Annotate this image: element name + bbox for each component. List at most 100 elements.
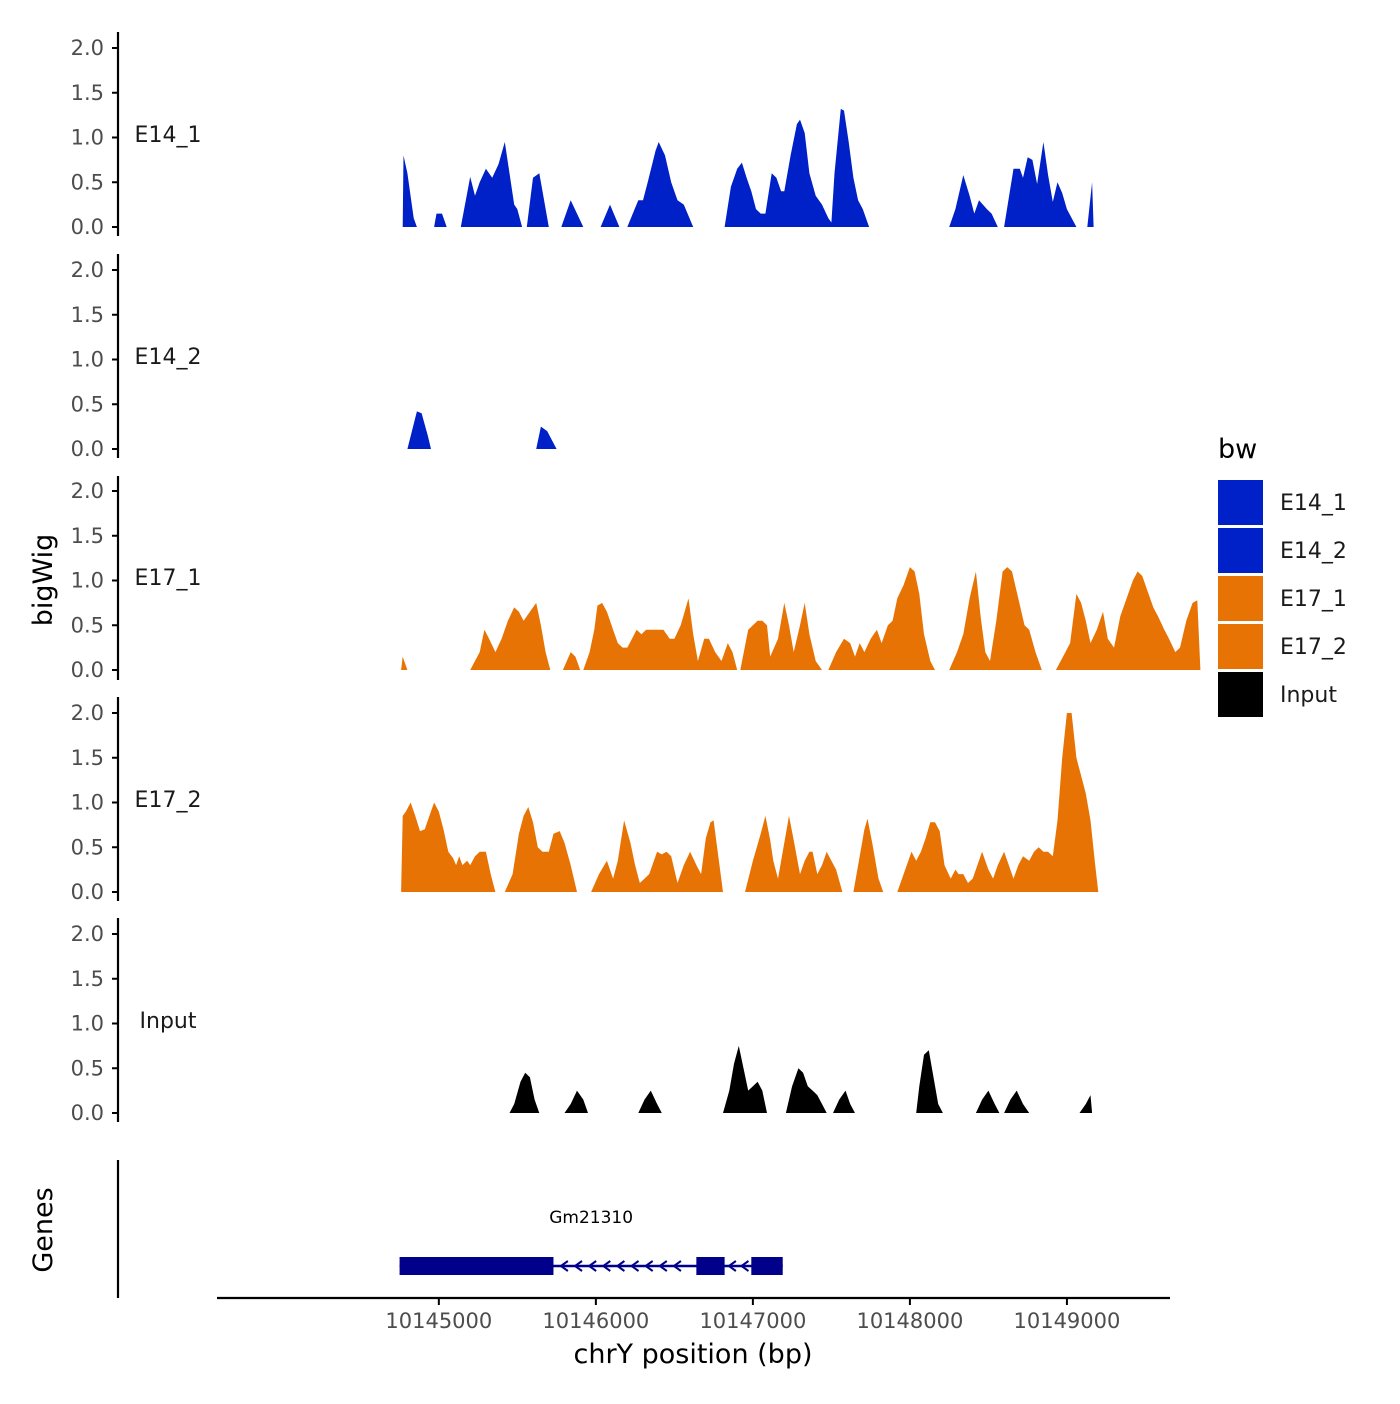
y-tick-label: 0.5: [71, 170, 104, 194]
legend-swatch: [1218, 576, 1263, 621]
signal-area: [916, 1050, 943, 1113]
legend-swatch: [1218, 672, 1263, 717]
signal-area: [460, 142, 549, 227]
gene-Gm21310: Gm21310: [399, 1208, 783, 1275]
track-E17_1: 0.0 0.5 1.0 1.5 2.0 E17_1: [71, 476, 1201, 682]
signal-area: [638, 1090, 662, 1113]
y-tick-label: 1.5: [71, 524, 104, 548]
track-Input: 0.0 0.5 1.0 1.5 2.0 Input: [71, 918, 1093, 1125]
signal-area: [1055, 571, 1201, 670]
legend-label: E14_2: [1280, 539, 1347, 564]
legend-label: E14_1: [1280, 491, 1347, 516]
track-E14_2: 0.0 0.5 1.0 1.5 2.0 E14_2: [71, 254, 557, 461]
y-tick-label: 2.0: [71, 36, 104, 60]
track-label: Input: [140, 1009, 197, 1034]
strand-arrow: [587, 1260, 597, 1272]
x-axis-title: chrY position (bp): [573, 1339, 812, 1370]
y-tick-label: 2.0: [71, 701, 104, 725]
y-tick-label: 1.0: [71, 348, 104, 372]
x-tick-label: 10148000: [856, 1309, 963, 1333]
strand-arrow: [672, 1260, 682, 1272]
gene-exon: [696, 1257, 725, 1275]
y-tick-label: 0.5: [71, 613, 104, 637]
signal-area: [999, 142, 1077, 227]
legend: bw E14_1 E14_2 E17_1 E17_2 Input: [1218, 434, 1347, 717]
y-tick-label: 0.5: [71, 1056, 104, 1080]
signal-area: [785, 1068, 827, 1113]
track-E17_2: 0.0 0.5 1.0 1.5 2.0 E17_2: [71, 697, 1099, 904]
signal-area: [828, 567, 935, 670]
legend-label: E17_2: [1280, 635, 1347, 660]
track-E14_1: 0.0 0.5 1.0 1.5 2.0 E14_1: [71, 32, 1094, 239]
signal-area: [745, 815, 843, 892]
signal-area: [591, 820, 723, 892]
y-tick-label: 0.5: [71, 835, 104, 859]
genes-axis-title: Genes: [28, 1187, 59, 1272]
signal-area: [504, 807, 577, 892]
x-tick-label: 10147000: [699, 1309, 806, 1333]
signal-area: [470, 602, 551, 670]
y-tick-label: 0.0: [71, 880, 104, 904]
y-tick-label: 0.5: [71, 392, 104, 416]
signal-area: [627, 142, 694, 227]
y-tick-label: 1.5: [71, 303, 104, 327]
signal-area: [1087, 182, 1094, 227]
strand-arrow: [629, 1260, 640, 1272]
x-tick-label: 10146000: [542, 1309, 649, 1333]
gene-exon: [399, 1257, 554, 1275]
signal-area: [401, 656, 408, 670]
legend-label: E17_1: [1280, 587, 1347, 612]
signal-area: [536, 426, 557, 449]
gene-label: Gm21310: [549, 1208, 633, 1228]
y-tick-label: 1.0: [71, 1012, 104, 1036]
y-tick-label: 0.0: [71, 1101, 104, 1125]
signal-area: [402, 155, 417, 227]
signal-area: [434, 213, 447, 227]
signal-area: [853, 818, 884, 892]
track-label: E14_2: [135, 345, 202, 370]
signal-area: [600, 204, 620, 227]
y-tick-label: 2.0: [71, 479, 104, 503]
y-tick-label: 1.5: [71, 746, 104, 770]
strand-arrow: [739, 1260, 750, 1272]
signal-area: [1004, 1090, 1030, 1113]
signal-area: [407, 411, 431, 449]
y-tick-label: 1.0: [71, 569, 104, 593]
track-label: E14_1: [135, 123, 202, 148]
y-tick-label: 0.0: [71, 437, 104, 461]
signal-area: [949, 567, 1042, 670]
signal-area: [740, 602, 822, 670]
strand-arrow: [559, 1260, 569, 1272]
x-tick-label: 10145000: [385, 1309, 492, 1333]
strand-arrow: [658, 1260, 668, 1272]
genes-panel: Gm21310: [116, 1160, 783, 1298]
signal-area: [1079, 1095, 1093, 1113]
track-label: E17_1: [135, 566, 202, 591]
y-tick-label: 2.0: [71, 922, 104, 946]
signal-area: [724, 108, 870, 227]
signal-area: [509, 1072, 540, 1113]
legend-swatch: [1218, 528, 1263, 573]
y-tick-label: 1.0: [71, 126, 104, 150]
legend-swatch: [1218, 624, 1263, 669]
legend-swatch: [1218, 480, 1263, 525]
strand-arrow: [601, 1260, 611, 1272]
strand-arrow: [727, 1260, 737, 1272]
gene-exon: [751, 1257, 783, 1275]
track-label: E17_2: [135, 788, 202, 813]
signal-area: [723, 1045, 767, 1113]
y-tick-label: 1.5: [71, 967, 104, 991]
legend-title: bw: [1218, 434, 1257, 465]
x-axis: 10145000 10146000 10147000 10148000 10149000: [217, 1296, 1170, 1333]
y-axis-title: bigWig: [28, 534, 59, 627]
y-tick-label: 2.0: [71, 258, 104, 282]
signal-area: [949, 175, 998, 227]
signal-area: [975, 1090, 1000, 1113]
y-tick-label: 1.0: [71, 791, 104, 815]
signal-area: [897, 713, 1099, 892]
y-tick-label: 1.5: [71, 81, 104, 105]
strand-arrow: [615, 1260, 625, 1272]
signal-area: [562, 598, 738, 670]
